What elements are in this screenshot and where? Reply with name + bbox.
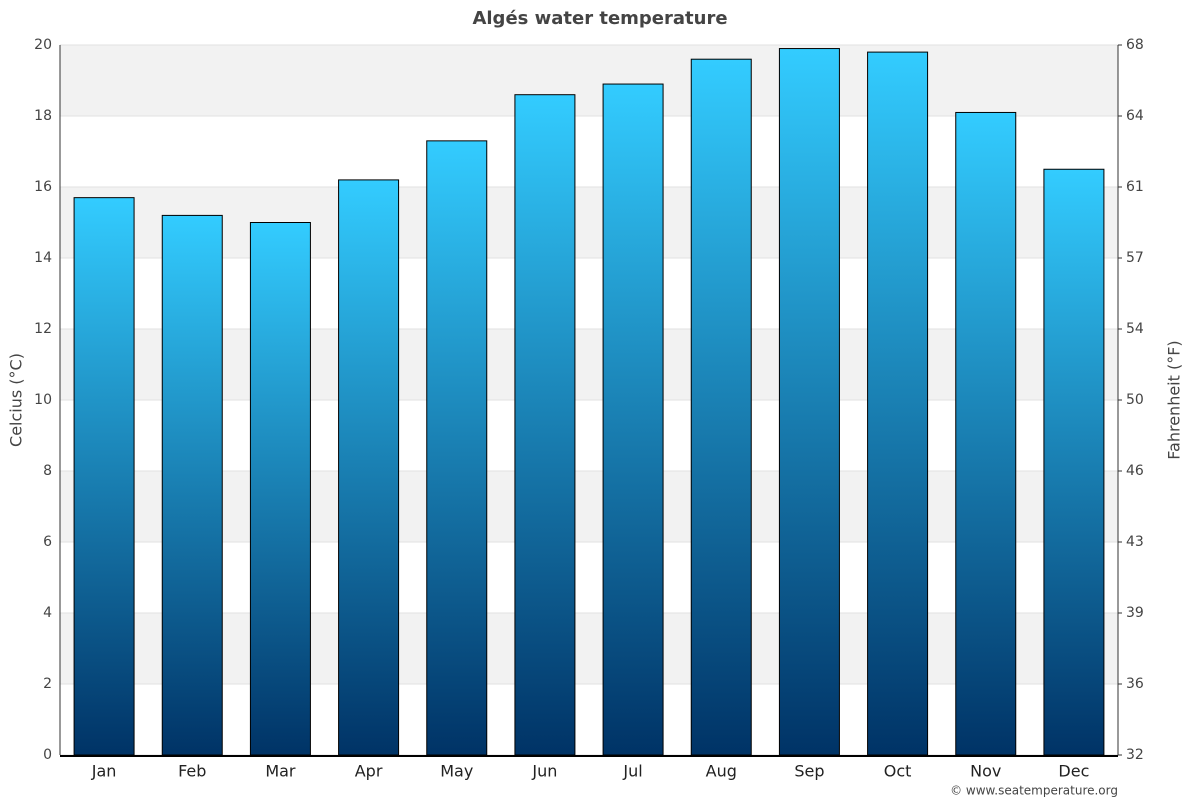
- y-tick-label: 18: [34, 108, 52, 124]
- band: [60, 45, 1118, 116]
- x-tick-label: Aug: [706, 762, 737, 781]
- y2-tick-label: 50: [1126, 392, 1144, 408]
- band: [60, 329, 1118, 400]
- y2-tick-label: 46: [1126, 463, 1144, 479]
- y2-tick-label: 39: [1126, 605, 1144, 621]
- x-tick-label: Jun: [531, 762, 557, 781]
- bar: [249, 222, 311, 756]
- y-tick-label: 0: [43, 747, 52, 763]
- bar: [338, 179, 400, 756]
- x-tick-label: May: [440, 762, 473, 781]
- bar: [778, 48, 840, 756]
- y2-tick-label: 64: [1126, 108, 1144, 124]
- y-tick-label: 12: [34, 321, 52, 337]
- bar: [426, 140, 488, 756]
- y-tick-label: 14: [34, 250, 52, 266]
- y-tick-label: 2: [43, 676, 52, 692]
- x-tick-label: Sep: [794, 762, 824, 781]
- y2-tick-label: 43: [1126, 534, 1144, 550]
- bar: [690, 58, 752, 756]
- y-tick-label: 10: [34, 392, 52, 408]
- source: © www.seatemperature.org: [950, 784, 1118, 798]
- band: [60, 613, 1118, 684]
- y-tick-label: 8: [43, 463, 52, 479]
- y-axis-label: Celcius (°C): [7, 353, 26, 447]
- bar: [1043, 168, 1105, 756]
- band: [60, 471, 1118, 542]
- band: [60, 187, 1118, 258]
- y-tick-label: 4: [43, 605, 52, 621]
- x-tick-label: Dec: [1058, 762, 1089, 781]
- bar: [73, 197, 135, 756]
- y2-tick-label: 54: [1126, 321, 1144, 337]
- x-tick-label: Apr: [355, 762, 383, 781]
- x-tick-label: Mar: [265, 762, 296, 781]
- y2-tick-label: 32: [1126, 747, 1144, 763]
- y2-axis-label: Fahrenheit (°F): [1165, 340, 1184, 459]
- y2-tick-label: 68: [1126, 37, 1144, 53]
- bar: [867, 51, 929, 756]
- bar: [161, 214, 223, 756]
- chart-title: Algés water temperature: [472, 8, 727, 29]
- x-tick-label: Jul: [622, 762, 642, 781]
- y2-tick-label: 36: [1126, 676, 1144, 692]
- x-tick-label: Nov: [970, 762, 1001, 781]
- x-tick-label: Jan: [91, 762, 117, 781]
- bar: [955, 111, 1017, 756]
- bar: [514, 94, 576, 756]
- bar: [602, 83, 664, 756]
- x-tick-label: Feb: [178, 762, 206, 781]
- y-tick-label: 6: [43, 534, 52, 550]
- x-tick-label: Oct: [884, 762, 912, 781]
- y-tick-label: 16: [34, 179, 52, 195]
- y2-tick-label: 57: [1126, 250, 1144, 266]
- y-tick-label: 20: [34, 37, 52, 53]
- y2-tick-label: 61: [1126, 179, 1144, 195]
